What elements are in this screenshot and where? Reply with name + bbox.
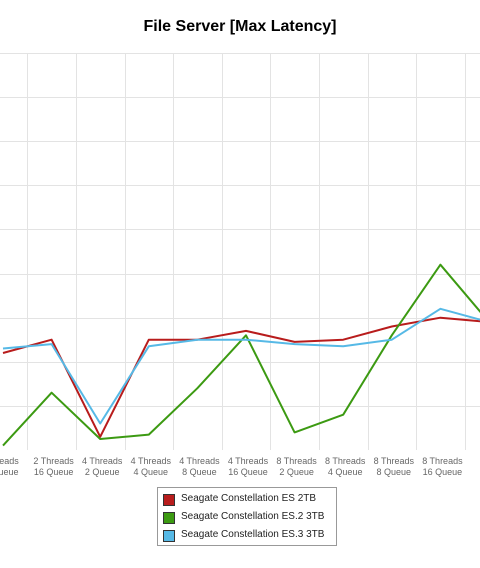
legend: Seagate Constellation ES 2TB Seagate Con… (157, 487, 337, 546)
legend-label: Seagate Constellation ES.3 3TB (181, 529, 325, 540)
chart-title: File Server [Max Latency] (143, 18, 337, 35)
grid (0, 53, 480, 450)
legend-swatch (163, 530, 175, 542)
x-tick-label: 2 Threads (33, 456, 74, 466)
x-tick-label: 8 Threads (422, 456, 463, 466)
legend-item-es-2tb: Seagate Constellation ES 2TB (163, 492, 335, 508)
x-tick-label: 4 Threads (131, 456, 172, 466)
x-tick-label: 8 Queue (377, 467, 412, 477)
legend-swatch (163, 512, 175, 524)
x-tick-label: 4 Threads (82, 456, 123, 466)
series-line-2 (2, 263, 480, 447)
series-lines (2, 263, 480, 447)
series-line-1 (2, 316, 480, 438)
x-tick-label: 8 Threads (374, 456, 415, 466)
x-tick-label: hreads (0, 456, 19, 466)
x-tick-label: 4 Threads (228, 456, 269, 466)
x-tick-label: 2 Queue (85, 467, 120, 477)
series-line-3 (2, 307, 480, 425)
x-tick-label: 4 Queue (328, 467, 363, 477)
x-tick-label: 16 Queue (34, 467, 74, 477)
legend-item-es2-3tb: Seagate Constellation ES.2 3TB (163, 510, 335, 526)
legend-swatch (163, 494, 175, 506)
x-tick-label: 4 Queue (134, 467, 169, 477)
x-tick-label: 16 Queue (423, 467, 463, 477)
legend-item-es3-3tb: Seagate Constellation ES.3 3TB (163, 528, 335, 544)
x-tick-label: 8 Threads (276, 456, 317, 466)
x-tick-label: 8 Queue (182, 467, 217, 477)
x-tick-label: 16 Queue (228, 467, 268, 477)
legend-label: Seagate Constellation ES.2 3TB (181, 511, 325, 522)
x-tick-label: 2 Queue (279, 467, 314, 477)
x-tick-label: 8 Threads (325, 456, 366, 466)
x-tick-label: Queue (0, 467, 19, 477)
x-tick-label: 4 Threads (179, 456, 220, 466)
legend-label: Seagate Constellation ES 2TB (181, 493, 317, 504)
